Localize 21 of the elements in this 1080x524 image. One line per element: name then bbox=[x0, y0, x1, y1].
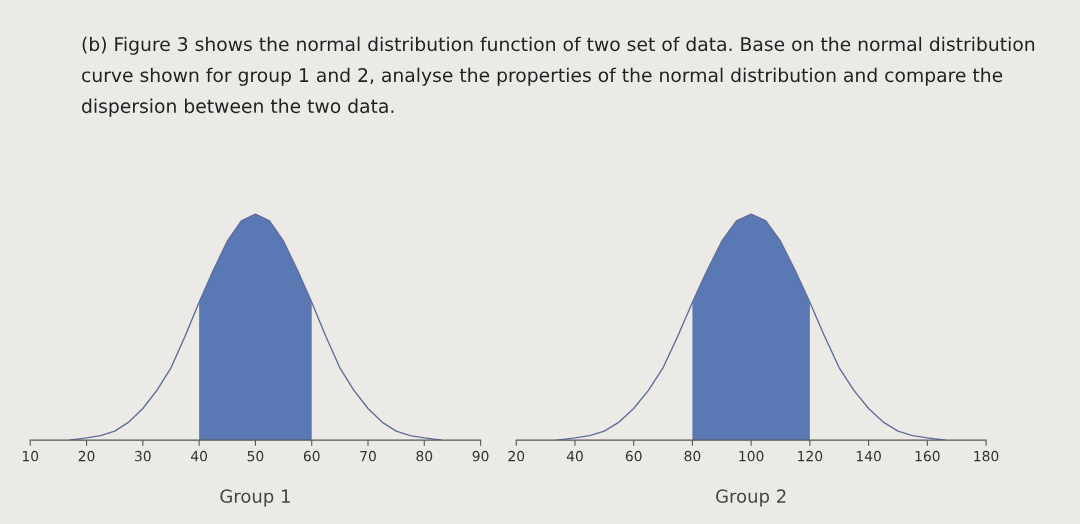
x-tick-label: 140 bbox=[856, 450, 881, 462]
x-tick-label: 30 bbox=[135, 450, 151, 462]
x-tick-label: 90 bbox=[472, 450, 489, 462]
x-axis-title: Group 1 bbox=[220, 489, 290, 507]
x-tick-label: 10 bbox=[22, 450, 39, 462]
text: (b) Figure 3 shows the normal distribution function of two set of data. Base on the normal distribution curve shown for group 1 and 2, analyse the properties of the normal distribution and compare the dispersion between the two data. bbox=[82, 36, 1035, 117]
x-tick-label: 120 bbox=[798, 450, 823, 462]
x-tick-label: 180 bbox=[974, 450, 999, 462]
x-tick-label: 160 bbox=[915, 450, 940, 462]
x-tick-label: 40 bbox=[190, 450, 208, 462]
x-tick-label: 50 bbox=[247, 450, 264, 462]
x-tick-label: 60 bbox=[303, 450, 320, 462]
x-tick-label: 20 bbox=[508, 450, 525, 462]
x-tick-label: 80 bbox=[684, 450, 701, 462]
x-tick-label: 60 bbox=[625, 450, 642, 462]
x-tick-label: 40 bbox=[566, 450, 583, 462]
x-tick-label: 80 bbox=[416, 450, 433, 462]
x-axis-title: Group 2 bbox=[716, 489, 786, 507]
x-tick-label: 20 bbox=[78, 450, 95, 462]
x-tick-label: 70 bbox=[360, 450, 376, 462]
x-tick-label: 100 bbox=[739, 450, 764, 462]
